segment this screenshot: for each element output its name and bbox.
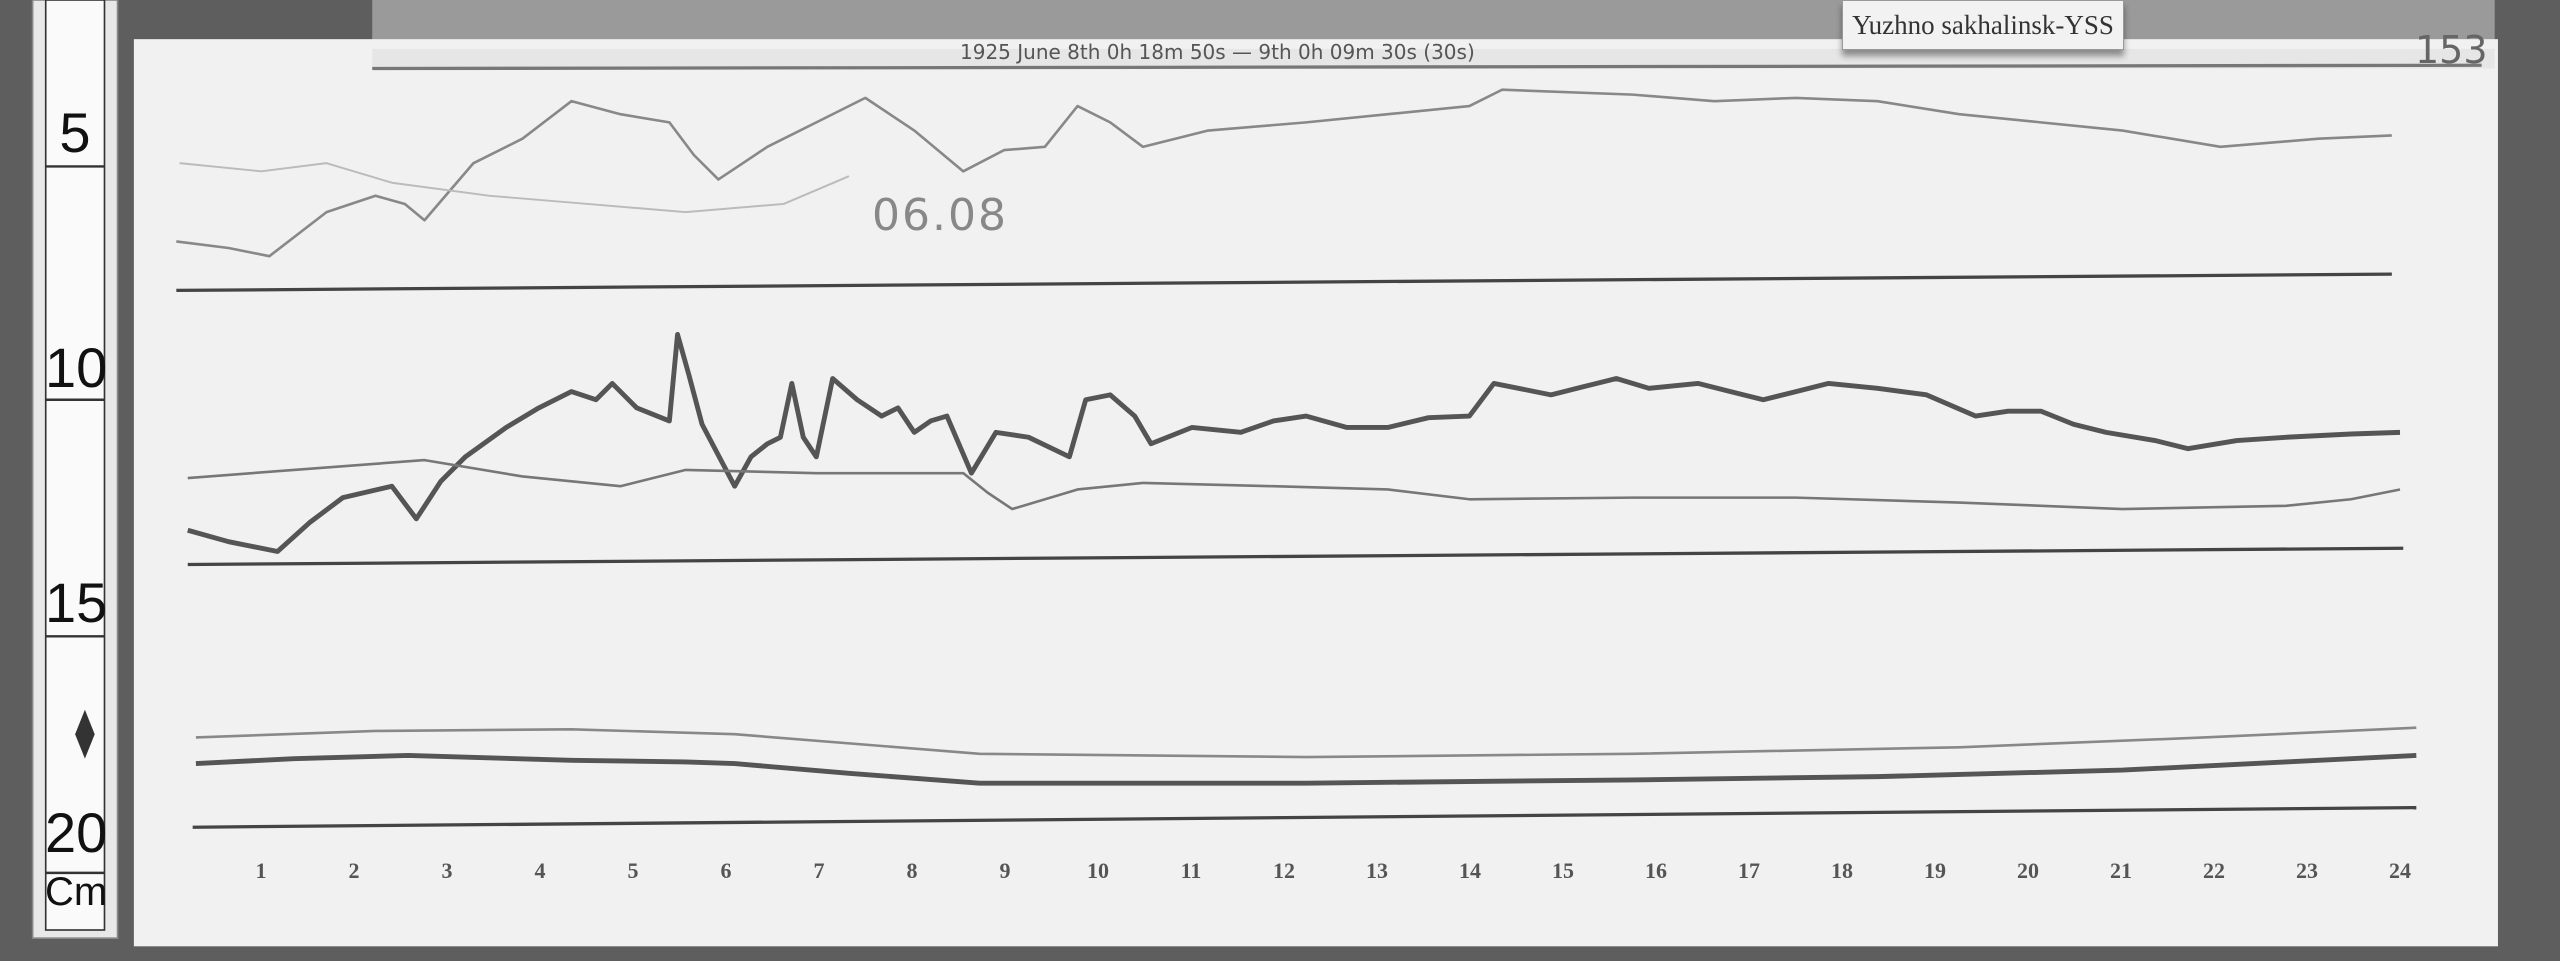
hour-label: 7 <box>813 858 825 883</box>
trace-top-faint <box>179 162 850 214</box>
trace-top <box>176 88 2392 258</box>
baseline-middle <box>187 546 2404 567</box>
hour-label: 13 <box>1366 858 1388 883</box>
hour-label: 20 <box>2017 858 2039 883</box>
hour-label: 10 <box>1087 858 1109 883</box>
hour-label: 24 <box>2389 858 2411 883</box>
trace-middle-thin <box>187 458 2401 511</box>
record-header: 1925 June 8th 0h 18m 50s — 9th 0h 09m 30… <box>960 40 1475 64</box>
hour-label: 4 <box>534 858 546 883</box>
ruler-mark-20: 20 <box>45 801 108 864</box>
hour-label: 16 <box>1645 858 1667 883</box>
hour-label: 23 <box>2296 858 2318 883</box>
paper-sheet <box>133 39 2498 947</box>
ruler-mark-10: 10 <box>45 336 108 399</box>
hour-label: 5 <box>627 858 639 883</box>
hour-label: 2 <box>348 858 360 883</box>
hour-label: 11 <box>1180 858 1202 883</box>
hour-label: 12 <box>1273 858 1295 883</box>
hour-label: 1 <box>255 858 267 883</box>
hour-label: 17 <box>1738 858 1760 883</box>
hour-label: 9 <box>999 858 1011 883</box>
hour-label: 21 <box>2110 858 2132 883</box>
trace-bottom-thin <box>195 726 2417 759</box>
ruler-mark-15: 15 <box>45 571 108 634</box>
ruler-mark-5: 5 <box>59 101 91 164</box>
hour-label: 8 <box>906 858 918 883</box>
hour-label: 3 <box>441 858 453 883</box>
baseline-top <box>176 272 2392 293</box>
hour-label: 6 <box>720 858 732 883</box>
trace-middle-thick <box>187 332 2401 554</box>
ruler-unit: Cm <box>45 870 108 914</box>
hour-label: 15 <box>1552 858 1574 883</box>
hour-label: 19 <box>1924 858 1946 883</box>
date-note: 06.08 <box>872 190 1008 241</box>
station-label-card: Yuzhno sakhalinsk-YSS <box>1842 0 2124 50</box>
hour-label: 14 <box>1459 858 1481 883</box>
baseline-bottom <box>192 806 2417 829</box>
trace-bottom-thick <box>195 752 2417 786</box>
sheet-number: 153 <box>2415 28 2488 72</box>
hour-label: 22 <box>2203 858 2225 883</box>
hour-label: 18 <box>1831 858 1853 883</box>
